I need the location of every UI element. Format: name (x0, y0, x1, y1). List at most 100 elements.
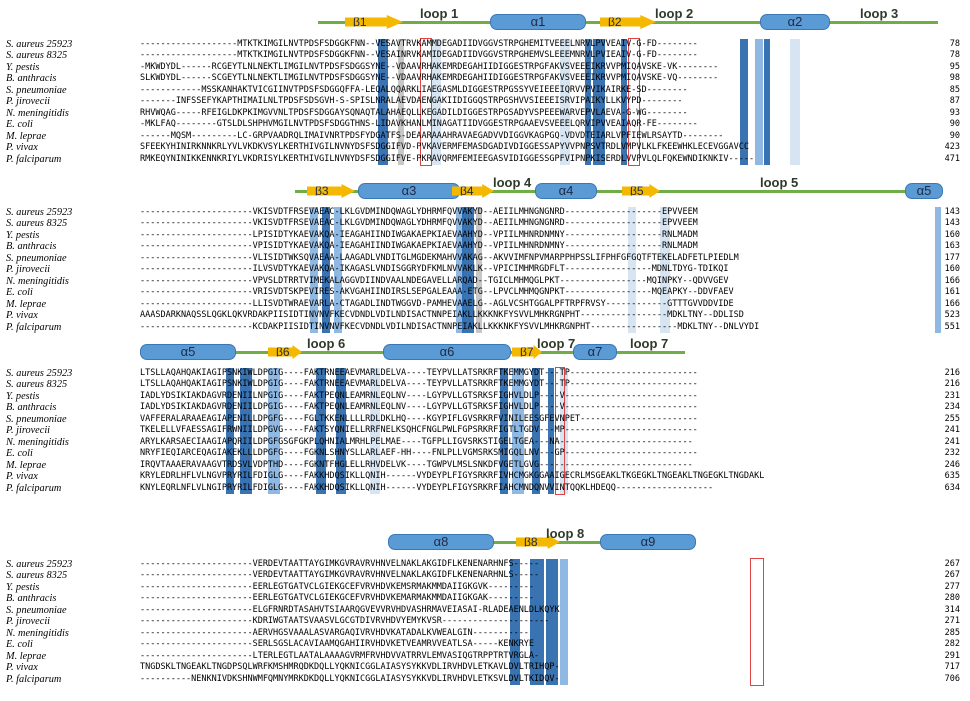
species-name: Y. pestis (6, 61, 40, 73)
sequence-row: ----------NENKNIVDKSHNWMFQMNYMRKDKDQLLYQ… (140, 673, 560, 684)
residue-end-number: 717 (944, 662, 960, 673)
species-name: Y. pestis (6, 390, 40, 402)
species-name: P. vivax (6, 310, 38, 322)
residue-end-number: 232 (944, 448, 960, 459)
residue-end-number: 160 (944, 264, 960, 275)
species-name: B. anthracis (6, 593, 57, 605)
loop-label: loop 5 (760, 175, 799, 190)
sequence-row: ------------MSSKANHAKTVICGIINVTPDSFSDGGQ… (140, 84, 688, 95)
sequence-row: ----------------------ELGFRNRDTASAHVTSIA… (140, 604, 560, 615)
sequence-row: KRYLEDRLHFLVLNGVPRYRILFDIGLG----FAKKHDQS… (140, 471, 765, 482)
species-name: P. falciparum (6, 321, 62, 333)
sequence-row: -MKWDYDL------RCGEYTLNLNEKTLIMGILNVTPDSF… (140, 61, 719, 72)
species-name: S. aureus 25923 (6, 39, 73, 50)
sequence-row: RHVWQAG-----RFEIGLDKPKIMGVVNLTPDSFSDGGAY… (140, 107, 688, 118)
species-name: M. leprae (6, 298, 47, 310)
residue-end-number: 246 (944, 459, 960, 470)
residue-end-number: 87 (949, 96, 960, 107)
residue-end-number: 523 (944, 310, 960, 321)
conserved-column (546, 559, 558, 685)
species-name: E. coli (6, 448, 33, 460)
helix-α9: α9 (600, 534, 696, 550)
species-name: B. anthracis (6, 241, 57, 253)
ss-backbone-line (295, 190, 943, 193)
species-name: S. aureus 8325 (6, 50, 68, 62)
sequence-row: ----------------------LLISVDTWRAEVARLA-C… (140, 298, 734, 309)
species-name: S. aureus 8325 (6, 570, 68, 582)
strand-β5: β5 (622, 184, 660, 198)
residue-end-number: 635 (944, 471, 960, 482)
conserved-column (740, 39, 748, 165)
species-name: S. pneumoniae (6, 252, 67, 264)
species-name: P. vivax (6, 662, 38, 674)
conserved-column (628, 207, 636, 333)
conserved-column (226, 368, 234, 494)
helix-α5: α5 (140, 344, 236, 360)
conserved-column (500, 368, 508, 494)
species-name: P. falciparum (6, 482, 62, 494)
residue-end-number: 255 (944, 413, 960, 424)
species-name: B. anthracis (6, 402, 57, 414)
species-name: N. meningitidis (6, 275, 69, 287)
loop-label: loop 7 (537, 336, 576, 351)
conserved-column (476, 207, 482, 333)
sequence-row: NRYFIEQIARCEQAGIAKEKLLLDPGFG----FGKNLSHN… (140, 448, 698, 459)
red-outline-box (750, 558, 764, 686)
helix-α2: α2 (760, 14, 830, 30)
conserved-column (310, 207, 318, 333)
conserved-column (548, 368, 554, 494)
conserved-column (240, 368, 252, 494)
conserved-column (790, 39, 800, 165)
species-name: S. pneumoniae (6, 413, 67, 425)
strand-β3: β3 (307, 184, 355, 198)
sequence-row: ----------------------EERLEGTGATVCLGIEKG… (140, 581, 535, 592)
species-name: N. meningitidis (6, 107, 69, 119)
loop-label: loop 4 (493, 175, 532, 190)
conserved-column (512, 368, 524, 494)
helix-α5: α5 (905, 183, 943, 199)
residue-end-number: 143 (944, 207, 960, 217)
residue-end-number: 285 (944, 627, 960, 638)
conserved-column (316, 368, 326, 494)
helix-α3: α3 (358, 183, 460, 199)
red-outline-box (420, 38, 432, 166)
species-name: M. leprae (6, 650, 47, 662)
residue-end-number: 282 (944, 639, 960, 650)
residue-end-number: 706 (944, 673, 960, 684)
species-name: S. pneumoniae (6, 604, 67, 616)
sequence-row: LTSLLAQAHQAKIAGIPSNKIWLDPGIG----FAKTRNEE… (140, 368, 698, 378)
sequence-row: -------------------MTKTKIMGILNVTPDSFSDGG… (140, 50, 698, 61)
residue-end-number: 163 (944, 241, 960, 252)
residue-end-number: 95 (949, 61, 960, 72)
species-name: Y. pestis (6, 581, 40, 593)
species-name: P. jirovecii (6, 264, 51, 276)
sequence-row: ------MQSM---------LC-GRPVAADRQLIMAIVNRT… (140, 130, 724, 141)
residue-end-number: 267 (944, 559, 960, 569)
conserved-column (593, 39, 605, 165)
residue-end-number: 160 (944, 229, 960, 240)
residue-end-number: 166 (944, 298, 960, 309)
residue-end-number: 161 (944, 287, 960, 298)
sequence-row: ----------------------VPVSLDTRRTVIMEKALA… (140, 275, 729, 286)
conserved-column (456, 207, 464, 333)
sequence-row: KNYLEQRLNFLVLNGIPRYRILFDIGLG----FAKKHDQS… (140, 482, 714, 493)
sequence-row: ----------------------AERVHGSVAAALASVARG… (140, 627, 529, 638)
residue-end-number: 241 (944, 436, 960, 447)
red-outline-box (628, 38, 640, 166)
species-name: M. leprae (6, 130, 47, 142)
conserved-column (764, 39, 770, 165)
conserved-column (510, 559, 520, 685)
conserved-column (431, 39, 441, 165)
helix-α7: α7 (573, 344, 617, 360)
residue-end-number: 471 (944, 153, 960, 164)
species-name: Y. pestis (6, 229, 40, 241)
sequence-row: ----------------------KDRIWGTAATSVAASVLG… (140, 616, 550, 627)
sequence-row: ----------------------LTERLEGTLAATALAAAA… (140, 650, 540, 661)
sequence-row: RMKEQYNINIKKENNKRIYLVKDRISYLKERTHIVGILNV… (140, 153, 755, 164)
loop-label: loop 6 (307, 336, 346, 351)
sequence-row: IADLYDSIKIAKDAGVRDENIILDPGIG----FAKTPEQN… (140, 402, 698, 413)
species-name: P. vivax (6, 142, 38, 154)
residue-end-number: 85 (949, 84, 960, 95)
residue-end-number: 551 (944, 321, 960, 332)
